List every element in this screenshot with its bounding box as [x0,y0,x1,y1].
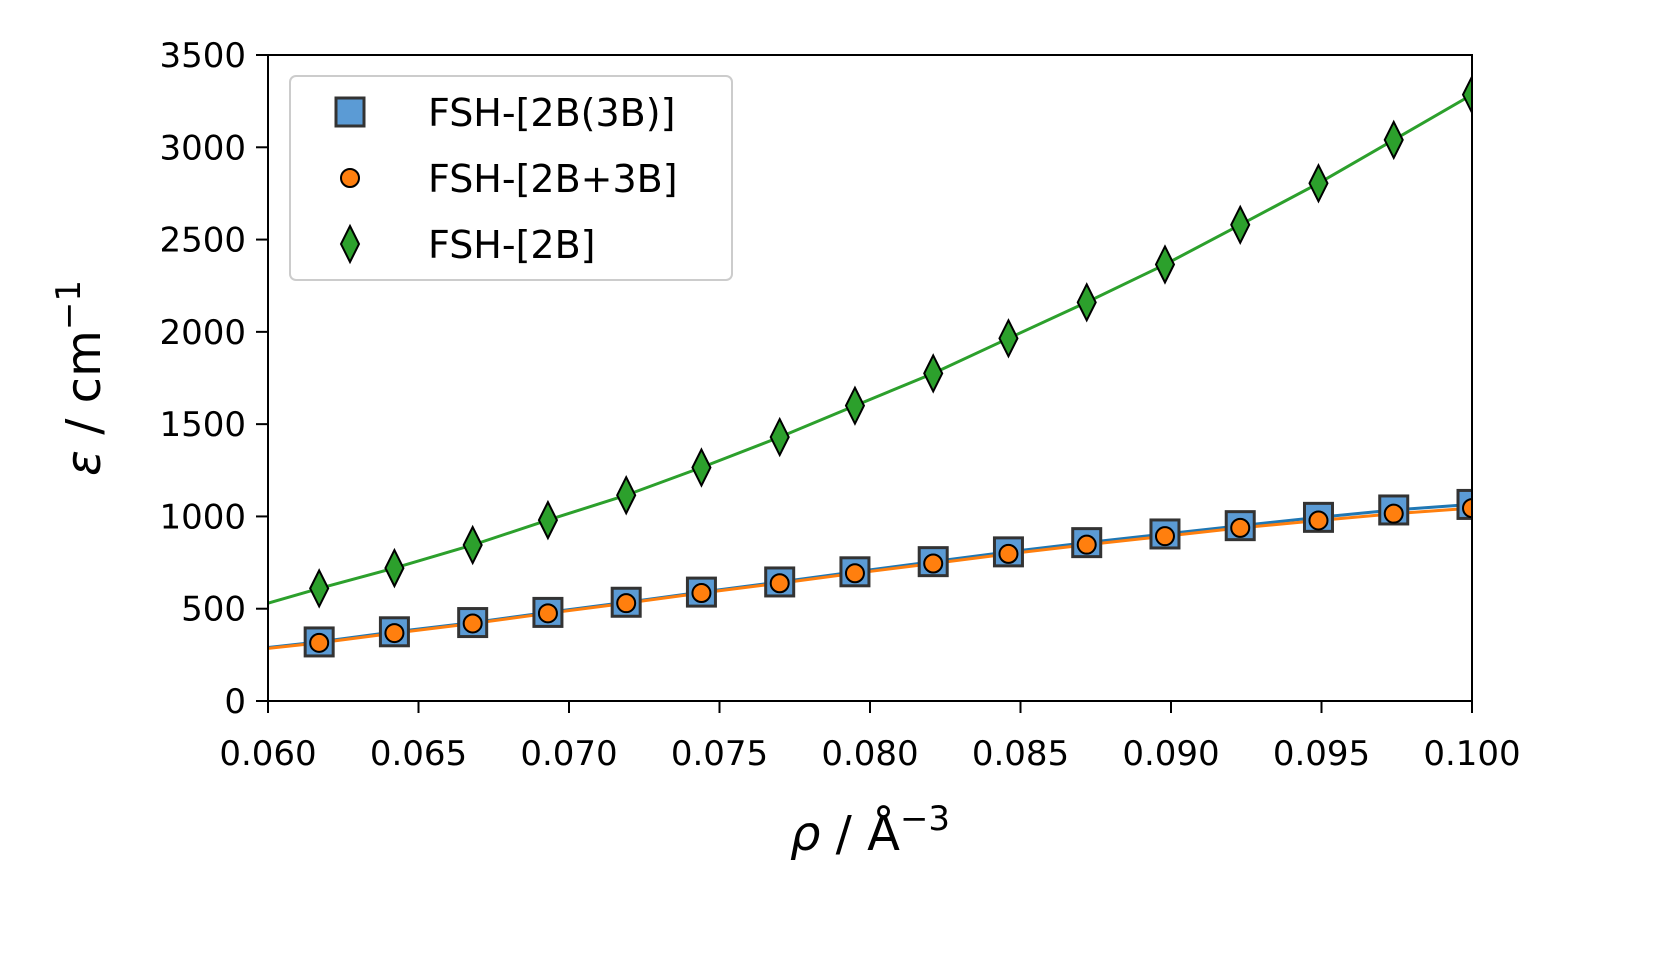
x-tick-label: 0.080 [821,734,918,774]
x-tick-label: 0.090 [1122,734,1219,774]
x-tick-label: 0.060 [219,734,316,774]
data-point [691,447,712,488]
data-point [923,353,944,394]
x-axis-unit: / Å [820,805,900,862]
data-point [1230,517,1251,538]
legend-marker [334,96,366,128]
y-tick-label: 2000 [159,313,246,353]
legend-box [289,75,733,281]
y-axis-unit: / cm [56,330,112,450]
legend-marker [340,168,360,188]
data-point [844,385,866,426]
legend-label: FSH-[2B(3B)] [428,91,675,135]
data-point [1154,244,1176,285]
y-axis-symbol: ε [56,450,112,476]
data-point [998,318,1019,359]
y-tick-label: 2500 [159,221,246,261]
x-tick-label: 0.070 [520,734,617,774]
y-tick-label: 3500 [159,36,246,76]
legend-item: FSH-[2B(3B)] [334,91,675,135]
data-point [923,553,944,574]
data-point [1461,74,1472,115]
data-point [384,547,405,589]
x-axis-ticks: 0.060 0.065 0.070 0.075 0.080 0.085 0.090 0.095… [219,701,1521,774]
data-point [691,583,712,604]
data-point [1076,534,1097,555]
data-point [537,499,559,541]
x-tick-label: 0.100 [1423,734,1520,774]
series-points-0 [303,488,1472,658]
data-point [1308,163,1329,204]
data-point [1308,510,1329,531]
data-point [616,474,637,516]
data-point [769,416,790,458]
legend-item: FSH-[2B] [339,223,596,267]
data-point [616,593,637,614]
y-axis-exponent: −1 [49,280,89,330]
legend-item: FSH-[2B+3B] [340,157,678,201]
legend-marker [339,223,361,265]
data-point [462,524,483,566]
data-point [537,603,558,624]
series-points-2 [309,74,1472,609]
data-point [1383,119,1404,161]
x-tick-label: 0.095 [1273,734,1370,774]
x-axis-symbol: ρ [790,806,820,862]
y-tick-label: 3000 [159,128,246,168]
y-tick-label: 0 [224,682,246,722]
y-tick-label: 1000 [159,497,246,537]
data-point [1383,503,1404,524]
x-tick-label: 0.085 [972,734,1069,774]
y-axis-ticks: 0 500 1000 1500 2000 2500 3000 3500 [159,36,268,722]
data-point [998,543,1019,564]
data-point [844,563,865,584]
y-tick-label: 500 [181,590,246,630]
data-point [769,573,790,594]
legend-label: FSH-[2B+3B] [428,157,678,201]
series-markers [303,74,1472,658]
data-point [309,568,330,609]
x-tick-label: 0.065 [370,734,467,774]
data-point [1230,204,1251,246]
data-point [309,632,330,653]
data-point [1462,498,1472,519]
data-point [462,613,483,634]
data-point [1076,282,1097,323]
data-point [1154,526,1175,547]
x-tick-label: 0.075 [671,734,768,774]
y-tick-label: 1500 [159,405,246,445]
y-axis-label: ε / cm−1 [49,280,112,476]
x-axis-exponent: −3 [900,799,950,839]
series-points-1 [309,498,1472,653]
legend: FSH-[2B(3B)] FSH-[2B+3B] FSH-[2B] [289,75,733,281]
x-axis-label: ρ / Å−3 [790,799,950,862]
data-point [384,623,405,644]
legend-label: FSH-[2B] [428,223,596,267]
